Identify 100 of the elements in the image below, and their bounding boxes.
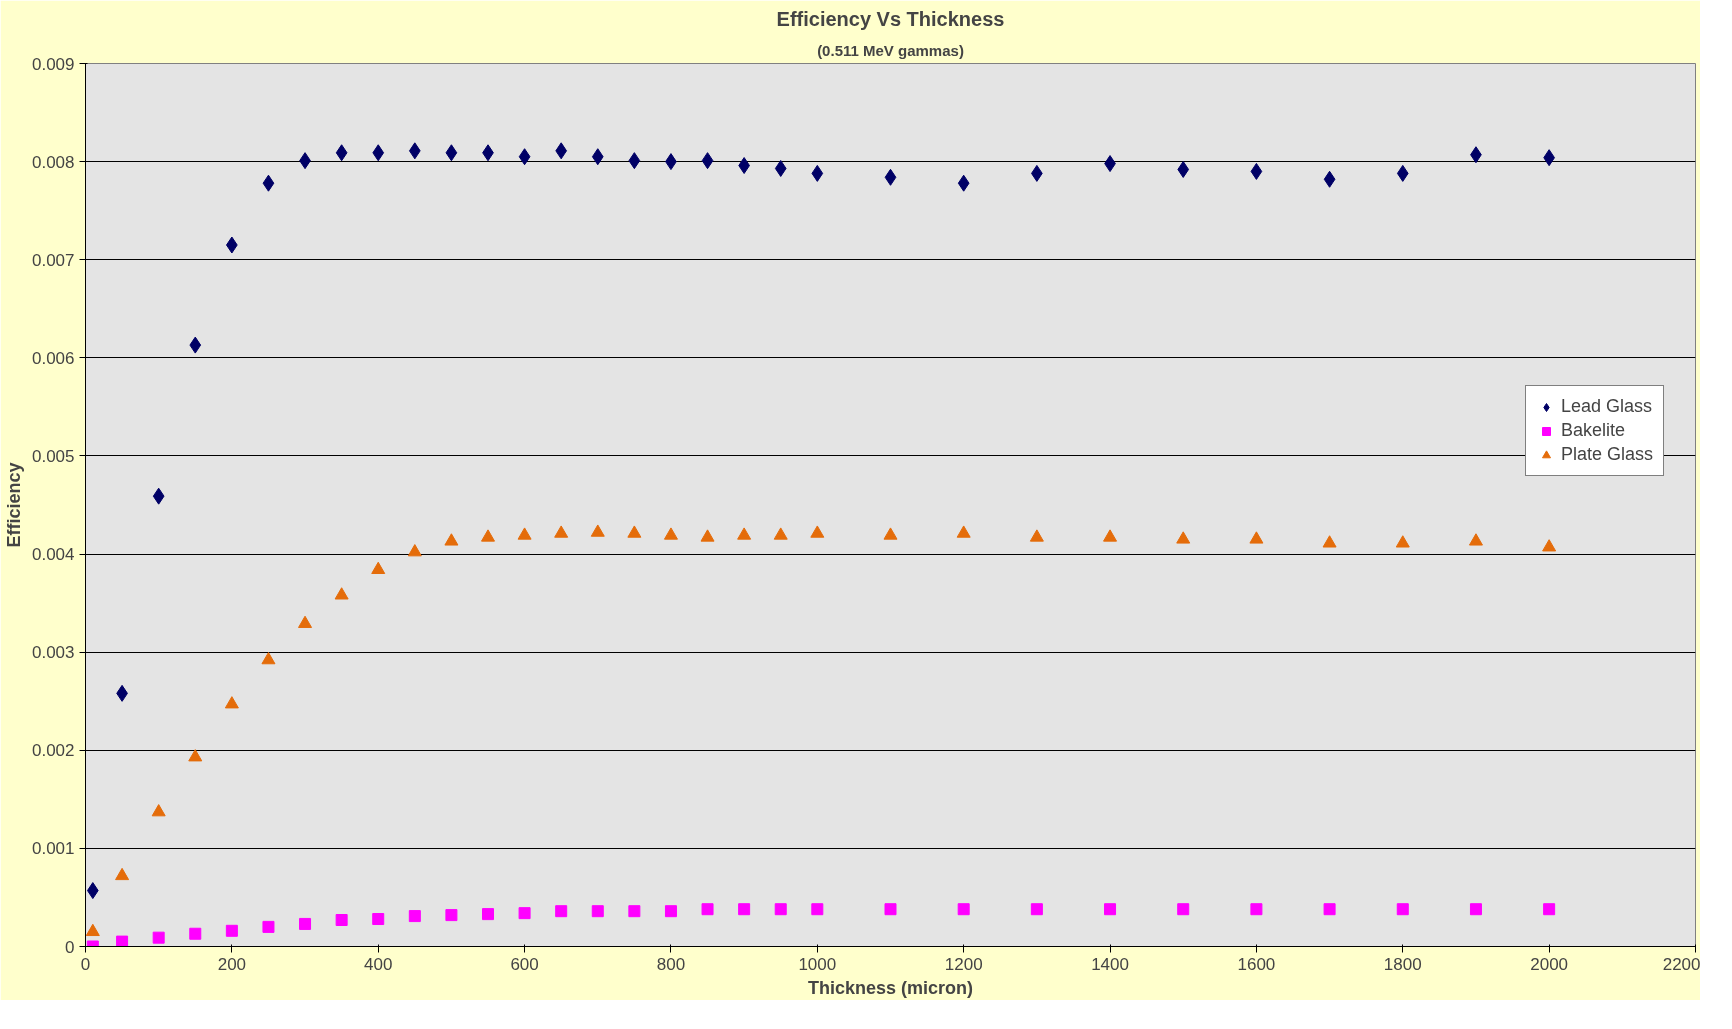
point bbox=[189, 927, 202, 940]
point bbox=[810, 525, 825, 538]
point bbox=[1250, 162, 1263, 180]
point bbox=[152, 487, 165, 505]
point bbox=[956, 525, 971, 538]
x-tick-label: 0 bbox=[80, 954, 91, 974]
point bbox=[738, 903, 751, 916]
legend-label: Lead Glass bbox=[1561, 396, 1653, 417]
point bbox=[445, 144, 458, 162]
point bbox=[1030, 903, 1043, 916]
x-tick-label: 400 bbox=[364, 954, 393, 974]
x-tick-label: 1200 bbox=[944, 954, 983, 974]
point bbox=[883, 527, 898, 540]
point bbox=[628, 152, 641, 170]
point bbox=[700, 529, 715, 542]
point bbox=[1177, 160, 1190, 178]
point bbox=[628, 905, 641, 918]
point bbox=[1029, 529, 1044, 542]
point bbox=[262, 174, 275, 192]
point bbox=[115, 867, 130, 881]
point bbox=[591, 905, 604, 918]
point bbox=[957, 174, 970, 192]
point bbox=[555, 142, 568, 160]
point bbox=[262, 920, 275, 933]
point bbox=[408, 142, 421, 160]
point bbox=[591, 148, 604, 166]
y-tick-label: 0.002 bbox=[31, 741, 75, 761]
y-axis-title: Efficiency bbox=[3, 462, 24, 548]
point bbox=[664, 905, 677, 918]
y-tick-label: 0.005 bbox=[31, 446, 75, 466]
point bbox=[86, 882, 99, 900]
point bbox=[701, 903, 714, 916]
point bbox=[1103, 529, 1118, 542]
point bbox=[371, 561, 386, 575]
point bbox=[1469, 903, 1482, 916]
point bbox=[334, 587, 349, 600]
point bbox=[1249, 531, 1264, 544]
point bbox=[1396, 164, 1409, 182]
point bbox=[774, 903, 787, 916]
point bbox=[590, 524, 605, 537]
y-tick-label: 0.009 bbox=[31, 54, 75, 74]
chart-title: Efficiency Vs Thickness bbox=[776, 7, 1005, 30]
point bbox=[773, 527, 788, 540]
y-tick-label: 0.006 bbox=[31, 348, 75, 368]
point bbox=[774, 159, 787, 177]
point bbox=[299, 917, 312, 930]
chart-subtitle: (0.511 MeV gammas) bbox=[817, 41, 964, 59]
x-tick-label: 1800 bbox=[1383, 954, 1422, 974]
point bbox=[957, 903, 970, 916]
y-tick-label: 0.007 bbox=[31, 250, 75, 270]
x-tick-label: 2000 bbox=[1530, 954, 1569, 974]
point bbox=[554, 525, 569, 538]
point bbox=[518, 907, 531, 920]
point bbox=[152, 931, 165, 944]
point bbox=[85, 923, 100, 937]
point bbox=[189, 336, 202, 354]
y-tick-label: 0.004 bbox=[31, 545, 75, 565]
point bbox=[225, 924, 238, 937]
y-tick-label: 0.001 bbox=[31, 839, 75, 859]
point bbox=[151, 804, 166, 817]
x-tick-label: 800 bbox=[656, 954, 686, 974]
legend-label: Bakelite bbox=[1561, 420, 1626, 441]
point bbox=[116, 935, 129, 947]
point bbox=[1250, 903, 1263, 916]
point bbox=[1323, 903, 1336, 916]
point bbox=[811, 903, 824, 916]
x-tick-label: 2200 bbox=[1662, 954, 1701, 974]
point bbox=[1323, 170, 1336, 188]
point bbox=[407, 544, 422, 557]
x-tick-label: 1400 bbox=[1091, 954, 1129, 974]
point bbox=[481, 529, 495, 542]
point bbox=[335, 914, 348, 927]
point bbox=[1543, 903, 1556, 916]
point bbox=[1468, 533, 1483, 546]
point bbox=[261, 652, 276, 665]
point bbox=[1396, 903, 1409, 916]
x-tick-label: 1600 bbox=[1237, 954, 1276, 974]
point bbox=[298, 615, 313, 628]
y-tick-label: 0.003 bbox=[31, 643, 75, 663]
x-tick-label: 600 bbox=[510, 954, 539, 974]
point bbox=[663, 527, 678, 540]
point bbox=[737, 527, 752, 540]
point bbox=[372, 913, 385, 926]
point bbox=[518, 148, 531, 166]
x-tick-label: 200 bbox=[217, 954, 247, 974]
point bbox=[517, 527, 532, 540]
point bbox=[1542, 539, 1557, 552]
y-tick-label: 0.008 bbox=[31, 152, 75, 172]
point bbox=[701, 152, 714, 170]
point bbox=[1176, 531, 1191, 544]
point bbox=[555, 905, 568, 918]
point bbox=[627, 525, 642, 538]
point bbox=[408, 910, 421, 923]
point bbox=[482, 908, 494, 921]
point bbox=[811, 164, 824, 182]
point bbox=[1395, 535, 1410, 548]
point bbox=[884, 168, 897, 186]
point bbox=[1177, 903, 1190, 916]
point bbox=[884, 903, 897, 916]
y-tick-label: 0 bbox=[65, 937, 75, 957]
